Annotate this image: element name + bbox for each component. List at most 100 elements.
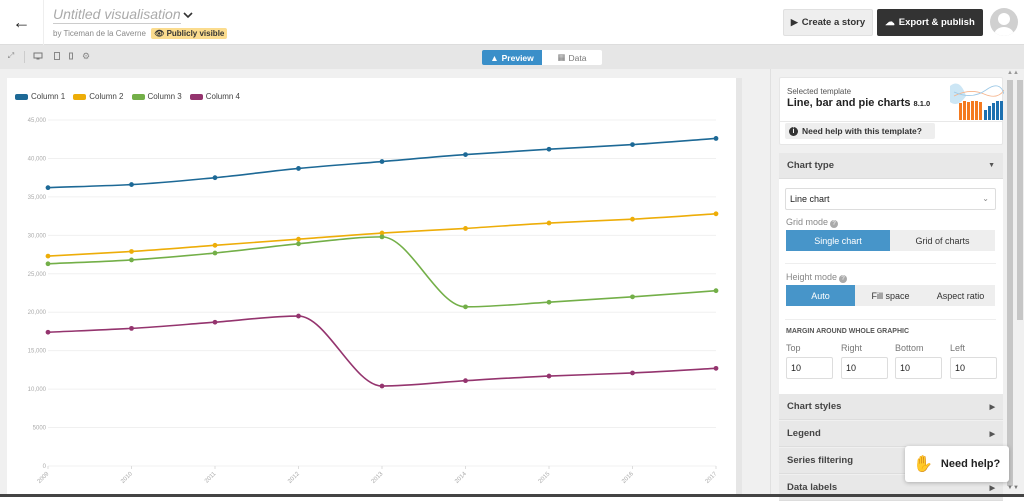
tab-data[interactable]: ▦ Data xyxy=(542,50,602,65)
data-point[interactable] xyxy=(296,236,301,242)
template-help-button[interactable]: i Need help with this template? xyxy=(785,123,935,139)
data-point[interactable] xyxy=(546,146,552,152)
y-tick-label: 40,000 xyxy=(28,156,47,162)
series-column-1[interactable] xyxy=(45,136,719,191)
data-point[interactable] xyxy=(630,216,635,222)
user-avatar[interactable] xyxy=(990,8,1018,36)
data-point[interactable] xyxy=(463,304,468,310)
legend-swatch xyxy=(15,93,28,100)
height-mode-label-text: Height mode xyxy=(786,272,838,282)
margin-right-input[interactable] xyxy=(841,357,888,379)
desktop-icon[interactable] xyxy=(33,51,43,61)
grid-mode-grid[interactable]: Grid of charts xyxy=(890,230,995,251)
export-publish-button[interactable]: ☁ Export & publish xyxy=(877,9,983,36)
data-point[interactable] xyxy=(546,220,552,226)
help-icon[interactable]: ? xyxy=(839,275,848,283)
chart-legend: Column 1 Column 2 Column 3 Column 4 xyxy=(15,92,240,101)
data-point[interactable] xyxy=(546,299,552,305)
height-mode-fill[interactable]: Fill space xyxy=(855,285,926,306)
legend-item[interactable]: Column 1 xyxy=(15,92,65,101)
y-tick-label: 35,000 xyxy=(28,195,47,201)
series-column-3[interactable] xyxy=(45,234,719,310)
grid-mode-single[interactable]: Single chart xyxy=(786,230,890,251)
visibility-badge[interactable]: 👁 Publicly visible xyxy=(151,28,228,39)
data-point[interactable] xyxy=(630,370,635,376)
data-point[interactable] xyxy=(212,242,218,248)
data-point[interactable] xyxy=(379,230,385,236)
data-point[interactable] xyxy=(463,378,468,384)
margin-top-input[interactable] xyxy=(786,357,833,379)
back-button[interactable]: ← xyxy=(0,0,44,45)
toolbar-divider xyxy=(24,51,25,63)
data-point[interactable] xyxy=(45,329,51,335)
template-divider xyxy=(780,121,1002,122)
data-point[interactable] xyxy=(463,152,468,158)
data-point[interactable] xyxy=(129,325,134,331)
data-point[interactable] xyxy=(212,319,218,325)
tablet-icon[interactable] xyxy=(52,51,62,61)
data-point[interactable] xyxy=(713,136,719,141)
margin-bottom-input[interactable] xyxy=(895,357,942,379)
data-point[interactable] xyxy=(129,182,134,187)
data-point[interactable] xyxy=(379,159,385,164)
data-point[interactable] xyxy=(630,294,635,300)
section-chart-type[interactable]: Chart type ▼ xyxy=(779,153,1003,179)
data-point[interactable] xyxy=(379,383,385,389)
divider xyxy=(785,263,996,264)
data-point[interactable] xyxy=(212,250,218,256)
y-tick-label: 20,000 xyxy=(28,310,47,316)
visualisation-title[interactable]: Untitled visualisation xyxy=(53,6,181,24)
height-mode-aspect[interactable]: Aspect ratio xyxy=(926,285,995,306)
scrollbar-thumb[interactable] xyxy=(1007,80,1013,486)
chevron-down-icon[interactable] xyxy=(182,9,194,21)
need-help-button[interactable]: ✋ Need help? xyxy=(905,446,1009,482)
data-point[interactable] xyxy=(463,226,468,231)
legend-item[interactable]: Column 4 xyxy=(189,92,240,101)
x-tick-label: 2010 xyxy=(120,471,134,485)
data-point[interactable] xyxy=(296,241,301,247)
legend-item[interactable]: Column 2 xyxy=(73,92,124,101)
mobile-icon[interactable] xyxy=(66,51,76,61)
data-point[interactable] xyxy=(546,373,552,379)
waving-hand-icon: ✋ xyxy=(913,456,933,473)
template-label: Selected template xyxy=(787,87,852,96)
scroll-down-icon[interactable]: ▼▼ xyxy=(1007,485,1019,491)
data-point[interactable] xyxy=(630,142,635,148)
data-point[interactable] xyxy=(129,257,134,263)
canvas-scrollbar[interactable] xyxy=(736,78,742,497)
data-point[interactable] xyxy=(379,234,385,240)
data-point[interactable] xyxy=(129,249,134,254)
create-story-label: Create a story xyxy=(801,17,866,28)
panel-scrollbar[interactable]: ▲▲ ▼▼ xyxy=(1006,70,1024,497)
data-point[interactable] xyxy=(45,261,51,267)
data-point[interactable] xyxy=(296,166,301,171)
section-chart-styles[interactable]: Chart styles ▶ xyxy=(779,394,1003,420)
data-point[interactable] xyxy=(212,175,218,181)
gear-icon[interactable]: ⚙ xyxy=(81,51,91,61)
tab-preview[interactable]: ▲ Preview xyxy=(482,50,542,65)
series-line[interactable] xyxy=(47,236,717,308)
section-legend[interactable]: Legend ▶ xyxy=(779,421,1003,447)
series-column-2[interactable] xyxy=(45,211,719,259)
scroll-up-icon[interactable]: ▲▲ xyxy=(1007,70,1019,76)
create-story-button[interactable]: ▶︎ Create a story xyxy=(783,9,873,36)
data-point[interactable] xyxy=(713,288,719,294)
data-point[interactable] xyxy=(713,211,719,217)
chart-type-selected: Line chart xyxy=(790,194,830,204)
data-point[interactable] xyxy=(45,253,51,259)
legend-label: Column 4 xyxy=(205,92,240,101)
chart-type-select[interactable]: Line chart ⌄ xyxy=(785,188,996,210)
margin-left-input[interactable] xyxy=(950,357,997,379)
data-point[interactable] xyxy=(296,313,301,319)
help-icon[interactable]: ? xyxy=(830,220,839,228)
height-mode-auto[interactable]: Auto xyxy=(786,285,855,306)
export-publish-label: Export & publish xyxy=(898,17,975,28)
expand-icon[interactable]: ⤢ xyxy=(7,51,15,60)
scrollbar-thumb-outer[interactable] xyxy=(1017,80,1023,320)
tab-data-label: Data xyxy=(568,52,587,63)
legend-item[interactable]: Column 3 xyxy=(131,92,182,101)
series-column-4[interactable] xyxy=(45,313,719,389)
data-point[interactable] xyxy=(45,185,51,191)
y-tick-label: 45,000 xyxy=(28,118,47,124)
data-point[interactable] xyxy=(713,365,719,371)
